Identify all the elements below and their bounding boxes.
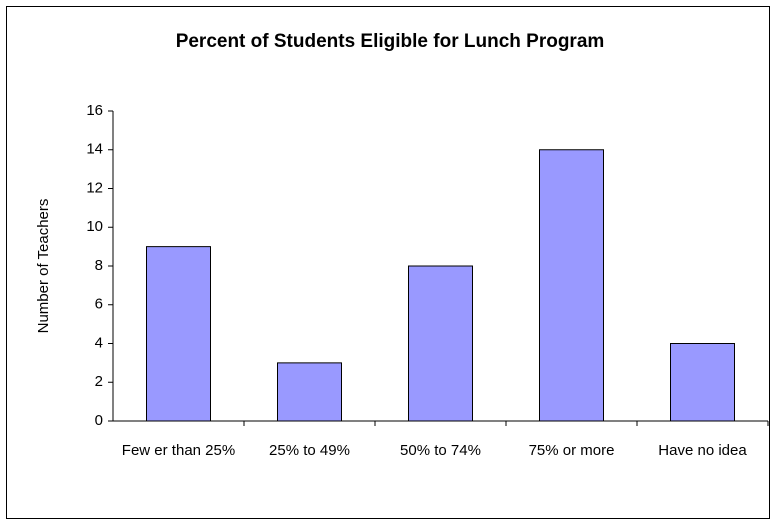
- x-tick-label: 50% to 74%: [400, 442, 481, 459]
- bar: [146, 246, 211, 422]
- chart-title: Percent of Students Eligible for Lunch P…: [176, 31, 605, 52]
- y-tick-label: 14: [86, 141, 103, 158]
- y-tick-label: 16: [86, 102, 103, 119]
- y-tick-label: 2: [95, 373, 103, 390]
- x-tick-label: Few er than 25%: [121, 442, 236, 459]
- bar: [670, 343, 735, 422]
- y-axis-label: Number of Teachers: [35, 199, 52, 334]
- y-tick-label: 12: [86, 179, 103, 196]
- x-tick-label: Have no idea: [658, 442, 747, 459]
- bar: [408, 265, 473, 422]
- y-tick-label: 4: [95, 334, 103, 351]
- x-tick-label: 75% or more: [528, 442, 615, 459]
- y-tick-label: 0: [95, 412, 103, 429]
- bar: [539, 149, 604, 422]
- bar: [277, 362, 342, 422]
- y-tick-label: 8: [95, 257, 103, 274]
- chart-border: [6, 6, 770, 519]
- y-tick-label: 10: [86, 218, 103, 235]
- y-tick-label: 6: [95, 296, 103, 313]
- x-tick-label: 25% to 49%: [269, 442, 350, 459]
